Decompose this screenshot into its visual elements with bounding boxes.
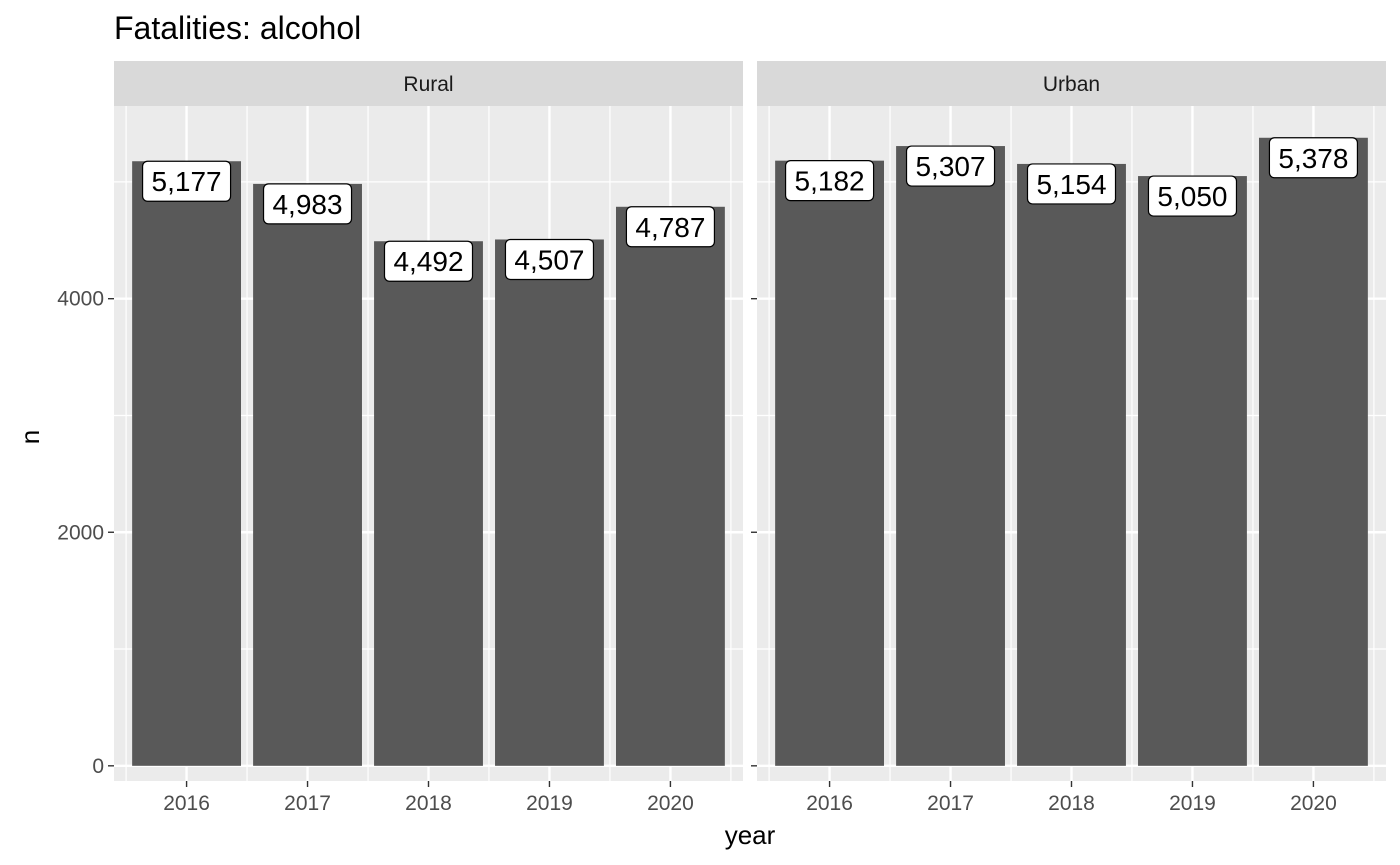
bar-2016 [132, 161, 242, 766]
facet-strip-label: Rural [403, 73, 453, 96]
panel-rural: Rural 5,177 4,983 4,492 4,507 4,787 2016 2017 20… [57, 61, 743, 815]
x-tick-label: 2019 [526, 792, 573, 815]
data-label-2017: 4,983 [262, 183, 353, 225]
x-axis-title: year [725, 820, 776, 850]
data-label-2018: 4,492 [383, 240, 474, 282]
bar-2018 [374, 241, 483, 766]
data-label-box [383, 240, 474, 282]
bar-2017 [896, 146, 1005, 766]
bar-2019 [1138, 176, 1247, 766]
data-label-text: 5,182 [795, 166, 865, 197]
data-label-text: 5,050 [1157, 181, 1227, 212]
x-tick-label: 2017 [927, 792, 974, 815]
data-label-2016: 5,177 [141, 160, 232, 202]
x-tick-label: 2020 [1290, 792, 1337, 815]
data-label-2018: 5,154 [1026, 163, 1117, 205]
data-label-text: 4,983 [272, 189, 342, 220]
data-label-2017: 5,307 [905, 145, 996, 187]
bar-2020 [615, 206, 725, 766]
data-label-2016: 5,182 [784, 160, 875, 202]
facet-strip-label: Urban [1043, 73, 1100, 96]
data-label-box [262, 183, 353, 225]
data-label-box [1147, 175, 1238, 217]
data-label-box [141, 160, 232, 202]
x-tick-label: 2017 [284, 792, 331, 815]
data-label-text: 4,507 [514, 244, 584, 275]
y-axis-title: n [15, 430, 45, 444]
x-tick-label: 2019 [1169, 792, 1216, 815]
bar-2017 [253, 183, 362, 766]
bar-2016 [775, 160, 885, 766]
x-tick-label: 2016 [806, 792, 853, 815]
x-tick-label: 2018 [1048, 792, 1095, 815]
y-tick-label: 0 [92, 755, 104, 778]
facet-strip [757, 61, 1386, 106]
data-label-box [504, 238, 595, 281]
data-label-2019: 4,507 [504, 238, 595, 281]
chart-title: Fatalities: alcohol [114, 10, 361, 46]
data-label-text: 5,378 [1278, 143, 1348, 174]
data-label-text: 4,787 [635, 212, 705, 243]
bar-2018 [1017, 163, 1126, 766]
facet-strip [114, 61, 743, 106]
data-label-2019: 5,050 [1147, 175, 1238, 217]
x-tick-label: 2020 [647, 792, 694, 815]
data-label-text: 4,492 [393, 246, 463, 277]
y-tick-label: 2000 [57, 521, 104, 544]
data-label-box [625, 206, 716, 248]
data-label-2020: 5,378 [1268, 137, 1359, 179]
x-tick-label: 2016 [163, 792, 210, 815]
y-tick-label: 4000 [57, 288, 104, 311]
data-label-2020: 4,787 [625, 206, 716, 248]
data-label-text: 5,154 [1036, 169, 1106, 200]
data-label-box [784, 160, 875, 202]
data-label-box [1026, 163, 1117, 205]
panel-urban: Urban 5,182 5,307 5,154 5,050 5,378 2016 2017 20… [751, 61, 1386, 815]
bar-2019 [495, 239, 604, 766]
x-tick-label: 2018 [405, 792, 452, 815]
data-label-box [1268, 137, 1359, 179]
data-label-box [905, 145, 996, 187]
data-label-text: 5,177 [152, 166, 222, 197]
data-label-text: 5,307 [915, 151, 985, 182]
panels-layer: Rural 5,177 4,983 4,492 4,507 4,787 2016 2017 20… [57, 61, 1386, 815]
bar-2020 [1258, 137, 1368, 766]
